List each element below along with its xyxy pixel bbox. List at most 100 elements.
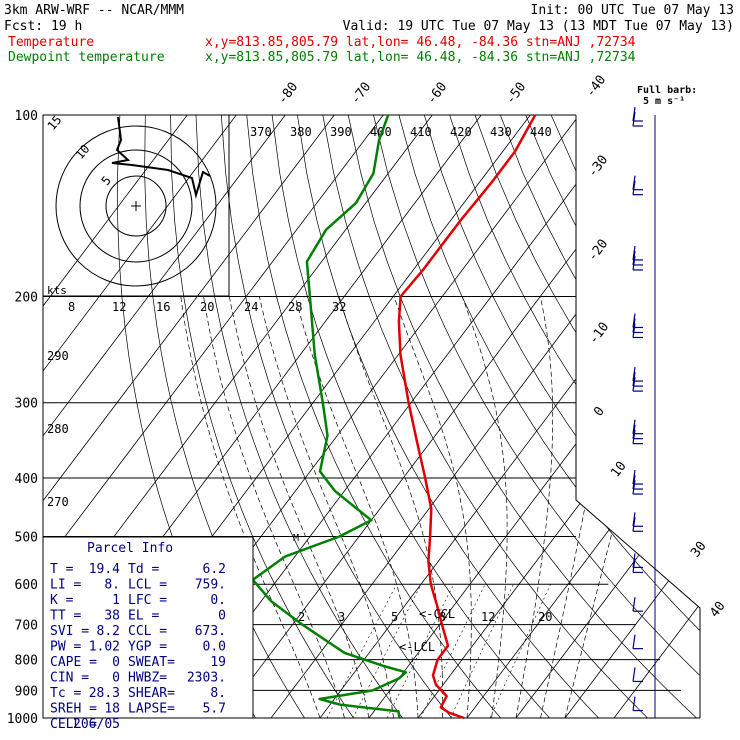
barb-legend-value: 5 m s⁻¹ — [643, 96, 685, 107]
parcel-info-cell: 0 — [218, 609, 226, 624]
wind-barb — [632, 318, 636, 333]
wind-barb — [632, 479, 636, 495]
isotherm-line — [564, 115, 700, 718]
parcel-info-cell: LCL = — [128, 578, 167, 593]
dry-adiabat-line — [601, 115, 700, 718]
parcel-info-cell: 6.2 — [203, 562, 226, 577]
dry-adiabat-line — [449, 115, 700, 718]
isotherm-label: -40 — [583, 73, 609, 101]
parcel-info-cell: 0 — [112, 671, 120, 686]
hodograph-scale-label: 32 — [332, 300, 346, 314]
mixing-ratio-label: 2 — [298, 610, 305, 624]
parcel-info-cell: 1 — [112, 593, 120, 608]
wind-barb — [632, 377, 636, 392]
wind-barb — [632, 180, 636, 195]
wind-barb — [632, 313, 636, 328]
dewpoint-legend: Dewpoint temperature — [8, 50, 165, 65]
wind-barb — [632, 323, 636, 338]
dry-adiabat-line — [220, 115, 452, 718]
temperature-legend: Temperature — [8, 35, 94, 50]
sounding-series — [251, 114, 537, 720]
wind-barb — [632, 517, 636, 532]
parcel-info-cell: 18 — [104, 702, 120, 717]
moist-adiabat-line — [564, 296, 669, 718]
mixing-ratio-line — [489, 584, 551, 718]
isotherm-label-top: -70 — [348, 80, 374, 108]
barb-legend-title: Full barb: — [637, 85, 697, 96]
isotherm-line — [221, 115, 678, 718]
parcel-info-cell: CIN = — [50, 671, 89, 686]
wind-barb — [632, 367, 636, 382]
pressure-tick-label: 700 — [15, 619, 38, 634]
isotherm-label: -30 — [585, 153, 611, 181]
pressure-tick-label: 200 — [15, 291, 38, 306]
dry-adiabat-line — [170, 115, 354, 718]
wind-barb — [632, 469, 636, 485]
model-title: 3km ARW-WRF -- NCAR/MMM — [4, 3, 184, 18]
temperature-trace — [397, 114, 537, 720]
isotherm-line — [319, 115, 700, 718]
hodograph-scale-label: 12 — [112, 300, 126, 314]
theta-label-left: 270 — [47, 495, 69, 509]
parcel-info-cell: Tc = — [50, 686, 81, 701]
parcel-info-cell: YGP = — [128, 640, 167, 655]
parcel-info-cell: 38 — [104, 609, 120, 624]
pressure-tick-label: 500 — [15, 530, 38, 545]
parcel-marker: M — [293, 533, 299, 544]
pressure-tick-label: 600 — [15, 578, 38, 593]
parcel-info-cell: LFC = — [128, 593, 167, 608]
moist-adiabat-line — [393, 296, 472, 718]
wind-barb — [632, 372, 636, 387]
hodograph-frame — [42, 114, 230, 297]
parcel-info-cell: LAPSE= — [128, 702, 175, 717]
wind-barb — [632, 696, 636, 711]
isotherm-label: 30 — [688, 539, 709, 561]
isotherm-label-top: -60 — [424, 80, 450, 108]
valid-time: Valid: 19 UTC Tue 07 May 13 (13 MDT Tue … — [343, 19, 734, 34]
parcel-info-cell: SHEAR= — [128, 686, 175, 701]
theta-label: 440 — [530, 125, 552, 139]
parcel-info-cell: HWBZ= — [128, 671, 167, 686]
parcel-info-cell: T = — [50, 562, 74, 577]
mixing-ratio-label: 8 — [439, 610, 446, 624]
isotherm-line — [43, 115, 188, 718]
isotherm-line — [43, 115, 335, 718]
init-time: Init: 00 UTC Tue 07 May 13 — [531, 3, 735, 18]
mixing-ratio-line — [420, 584, 486, 718]
parcel-info-cell: 1.02 — [89, 640, 120, 655]
theta-label-left: 280 — [47, 422, 69, 436]
isotherm-line — [43, 115, 237, 718]
dry-adiabat-line — [373, 115, 700, 718]
parcel-info-panel: Parcel Info T = 19.4 Td = 6.2 LI = 8. LCL = 759.… — [42, 536, 254, 732]
parcel-info-cell: 206/05 — [73, 717, 120, 732]
parcel-info-cell: TT = — [50, 609, 81, 624]
isotherm-line — [43, 115, 286, 718]
theta-label: 370 — [250, 125, 272, 139]
isotherm-line — [613, 115, 700, 718]
parcel-info-cell: 19.4 — [89, 562, 120, 577]
dewpoint-trace — [251, 114, 408, 719]
hodograph-ring — [79, 149, 193, 263]
wind-barb — [632, 175, 636, 190]
dry-adiabat-line — [246, 115, 501, 718]
parcel-info-cell: LI = — [50, 578, 81, 593]
isotherm-line — [368, 115, 700, 718]
dry-adiabat-line — [626, 115, 700, 718]
wind-barb — [632, 474, 636, 490]
theta-label: 420 — [450, 125, 472, 139]
parcel-info-cell: 8.2 — [97, 624, 120, 639]
theta-label: 410 — [410, 125, 432, 139]
mixing-ratio-label: 3 — [338, 610, 345, 624]
mixing-ratio-label: 12 — [481, 610, 495, 624]
pressure-tick-label: 1000 — [7, 712, 38, 727]
isotherm-line — [270, 115, 700, 718]
parcel-info-cell: 0. — [210, 593, 226, 608]
frame-right — [575, 115, 701, 718]
wind-barb — [632, 424, 636, 439]
parcel-info-cell: 0 — [112, 655, 120, 670]
dry-adiabat-line — [499, 115, 700, 718]
parcel-info-cell: 673. — [195, 624, 226, 639]
mixing-ratio-label: 5 — [391, 610, 398, 624]
wind-barb — [632, 106, 636, 122]
hodograph-trace — [111, 116, 211, 199]
